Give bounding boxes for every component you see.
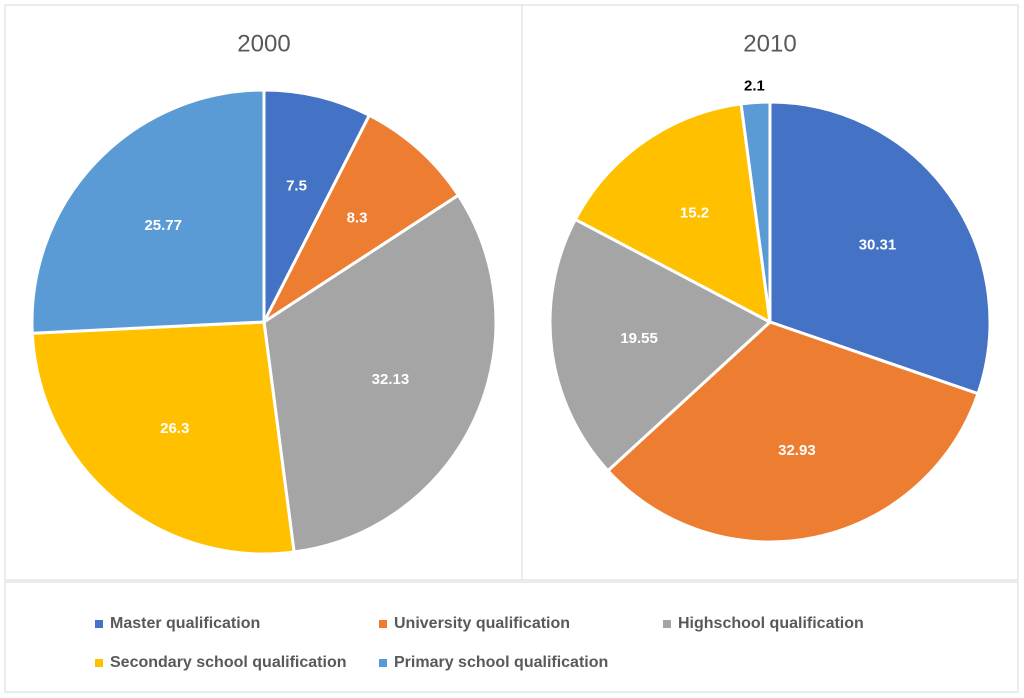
data-label: 25.77 bbox=[144, 217, 182, 234]
legend-label: Highschool qualification bbox=[678, 615, 864, 632]
data-label: 26.3 bbox=[160, 420, 189, 437]
legend-marker bbox=[379, 659, 387, 667]
data-label: 8.3 bbox=[347, 209, 368, 226]
chart-title: 2010 bbox=[743, 30, 796, 57]
pie-slice bbox=[30, 88, 266, 335]
chart-title: 2000 bbox=[237, 30, 290, 57]
data-label: 2.1 bbox=[744, 77, 765, 94]
legend-marker bbox=[95, 659, 103, 667]
legend-marker bbox=[95, 620, 103, 628]
legend-marker bbox=[663, 620, 671, 628]
pie-slice bbox=[739, 100, 772, 323]
pie-slice bbox=[605, 320, 980, 544]
data-label: 15.2 bbox=[680, 205, 709, 222]
data-label: 32.93 bbox=[778, 442, 816, 459]
legend-label: University qualification bbox=[394, 615, 570, 632]
data-label: 19.55 bbox=[620, 330, 658, 347]
pie-slice bbox=[262, 88, 372, 323]
pie-slice bbox=[548, 217, 773, 473]
pie-slice bbox=[768, 100, 992, 396]
legend-marker bbox=[379, 620, 387, 628]
pie-slice bbox=[262, 193, 498, 554]
legend-label: Master qualification bbox=[110, 615, 260, 632]
data-label: 7.5 bbox=[286, 178, 307, 195]
legend-label: Primary school qualification bbox=[394, 654, 608, 671]
data-label: 30.31 bbox=[859, 236, 897, 253]
pie-slice bbox=[573, 102, 772, 325]
pie-slice bbox=[30, 320, 296, 556]
pie-slice bbox=[260, 113, 461, 327]
legend-box bbox=[4, 581, 1019, 693]
legend-label: Secondary school qualification bbox=[110, 654, 347, 671]
data-label: 32.13 bbox=[372, 371, 410, 388]
